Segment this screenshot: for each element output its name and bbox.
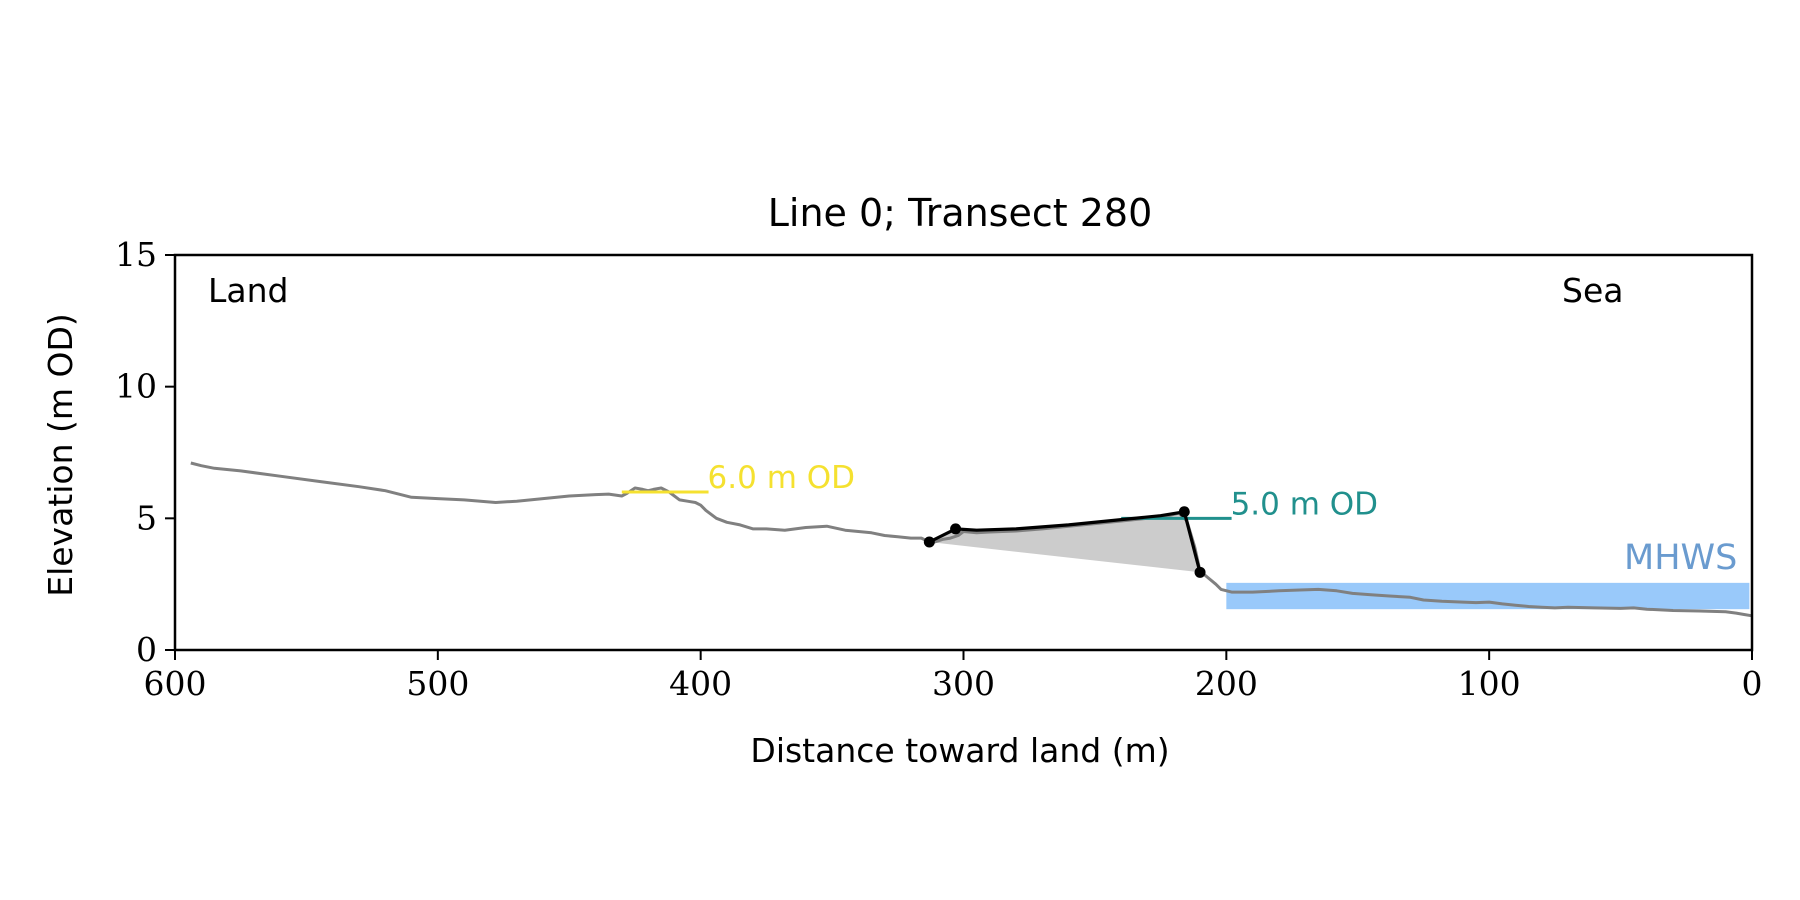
reference-label-2: 5.0 m OD — [1231, 486, 1378, 522]
x-tick-label: 100 — [1458, 664, 1521, 703]
x-axis-label: Distance toward land (m) — [750, 731, 1169, 770]
plot-area: MHWS 6.0 m OD 5.0 m OD — [190, 460, 1753, 618]
x-tick-label: 300 — [932, 664, 995, 703]
x-tick-label: 400 — [669, 664, 732, 703]
land-label: Land — [208, 271, 288, 310]
dune-point-1 — [923, 536, 935, 548]
y-tick-label: 5 — [136, 498, 157, 537]
x-tick-label: 0 — [1742, 664, 1763, 703]
chart-title: Line 0; Transect 280 — [768, 191, 1153, 235]
sea-label: Sea — [1562, 271, 1623, 310]
dune-point-2 — [950, 523, 962, 535]
x-tick-label: 200 — [1195, 664, 1258, 703]
y-axis-label: Elevation (m OD) — [41, 313, 80, 597]
axes: 600 500 400 300 200 100 0 0 5 10 15 — [115, 235, 1763, 703]
mhws-band — [1226, 582, 1750, 610]
dune-shaded-area — [929, 511, 1200, 573]
y-tick-label: 10 — [115, 367, 157, 406]
profile-line — [190, 461, 1753, 618]
reference-label-1: 6.0 m OD — [708, 460, 855, 496]
mhws-label: MHWS — [1624, 538, 1737, 578]
dune-point-4 — [1194, 566, 1206, 578]
dune-line — [928, 510, 1202, 573]
x-tick-label: 600 — [144, 664, 207, 703]
dune-point-3 — [1178, 506, 1190, 518]
y-tick-label: 0 — [136, 630, 157, 669]
y-tick-label: 15 — [115, 235, 157, 274]
x-tick-label: 500 — [406, 664, 469, 703]
